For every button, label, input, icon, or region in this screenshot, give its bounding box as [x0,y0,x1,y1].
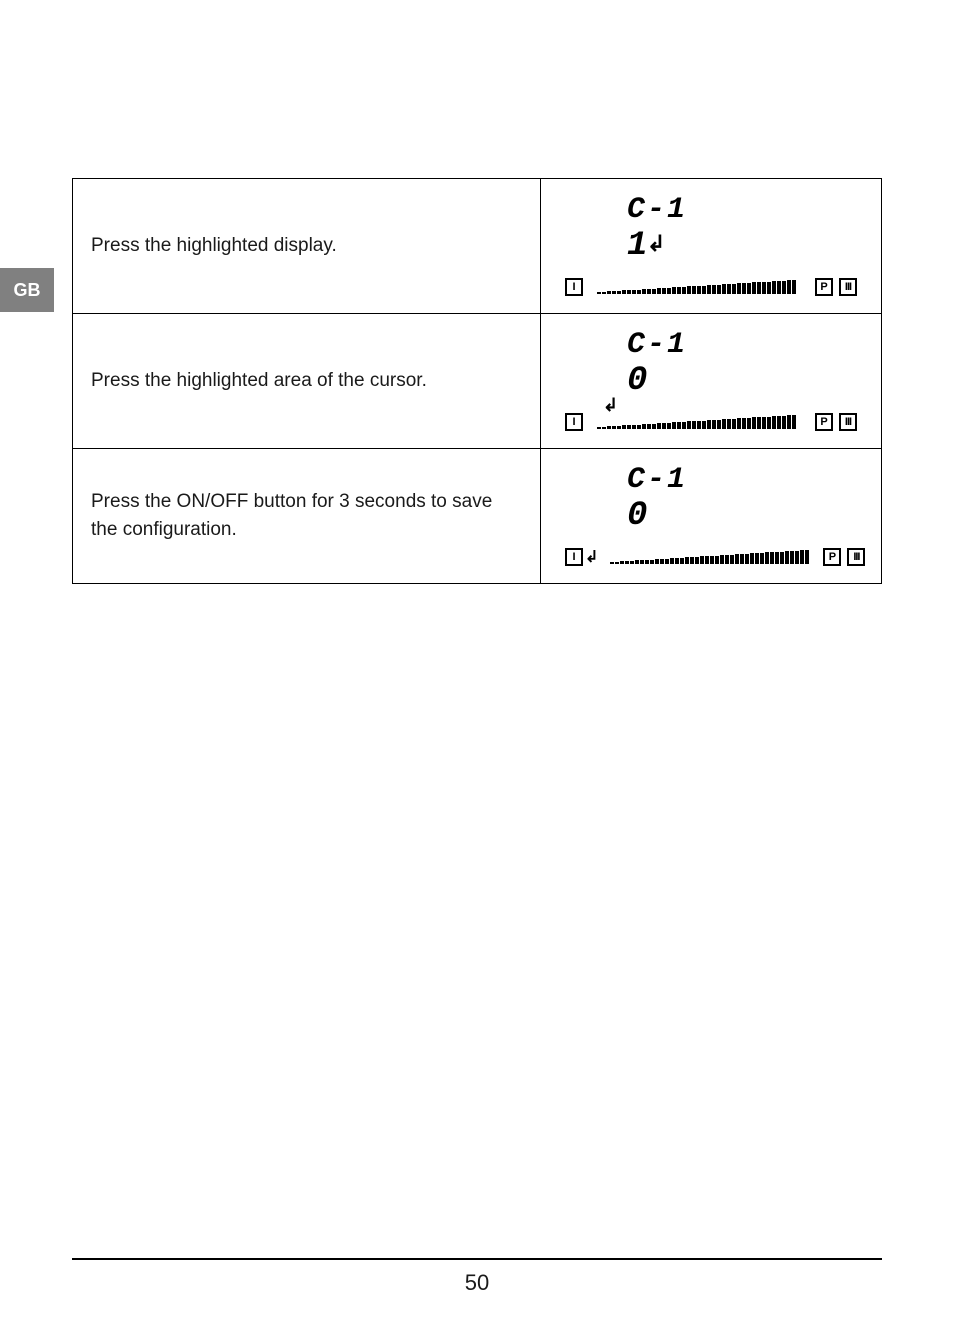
instruction-text: Press the highlighted display. [73,179,541,314]
display-line-2: 0 [627,362,647,400]
display-bottom-row: I↲PIII [565,547,857,567]
table-row: Press the highlighted display. C-11↲ I P III [73,179,882,314]
page-number: 50 [0,1270,954,1296]
bargraph [610,550,809,564]
language-tab-gb: GB [0,268,54,312]
bars-box-icon: III [839,278,857,296]
display-bottom-row: I P III [565,412,857,432]
bars-box-icon: III [839,413,857,431]
footer-rule [72,1258,882,1260]
bargraph [597,280,801,294]
p-box-icon: P [815,278,833,296]
display-cell: C-10↲IPIII [541,314,882,449]
enter-icon: ↲ [585,547,598,567]
instruction-table: Press the highlighted display.C-11↲IPIII… [72,178,882,584]
table-row: Press the highlighted area of the cursor… [73,314,882,449]
display-line-1: C-1 [627,193,687,227]
i-box-icon: I [565,278,583,296]
instruction-text: Press the highlighted area of the cursor… [73,314,541,449]
instruction-text: Press the ON/OFF button for 3 seconds to… [73,449,541,584]
p-box-icon: P [815,413,833,431]
display-line-1: C-1 [627,463,687,497]
i-box-icon: I [565,413,583,431]
display-line-1: C-1 [627,328,687,362]
p-box-icon: P [823,548,841,566]
display-line-2: 1 [627,227,647,265]
table-row: Press the ON/OFF button for 3 seconds to… [73,449,882,584]
lcd-display: C-11↲ I P III [557,191,865,303]
enter-icon: ↲ [647,231,665,257]
page: GB Press the highlighted display.C-11↲IP… [0,0,954,1344]
display-cell: C-10 I↲ P III [541,449,882,584]
i-box-icon: I [565,548,583,566]
display-cell: C-11↲ I P III [541,179,882,314]
bargraph [597,415,801,429]
display-bottom-row: I P III [565,277,857,297]
display-line-2: 0 [627,497,647,535]
bars-box-icon: III [847,548,865,566]
lcd-display: C-10 I↲ P III [557,461,865,573]
lcd-display: C-10↲IPIII [557,326,865,438]
